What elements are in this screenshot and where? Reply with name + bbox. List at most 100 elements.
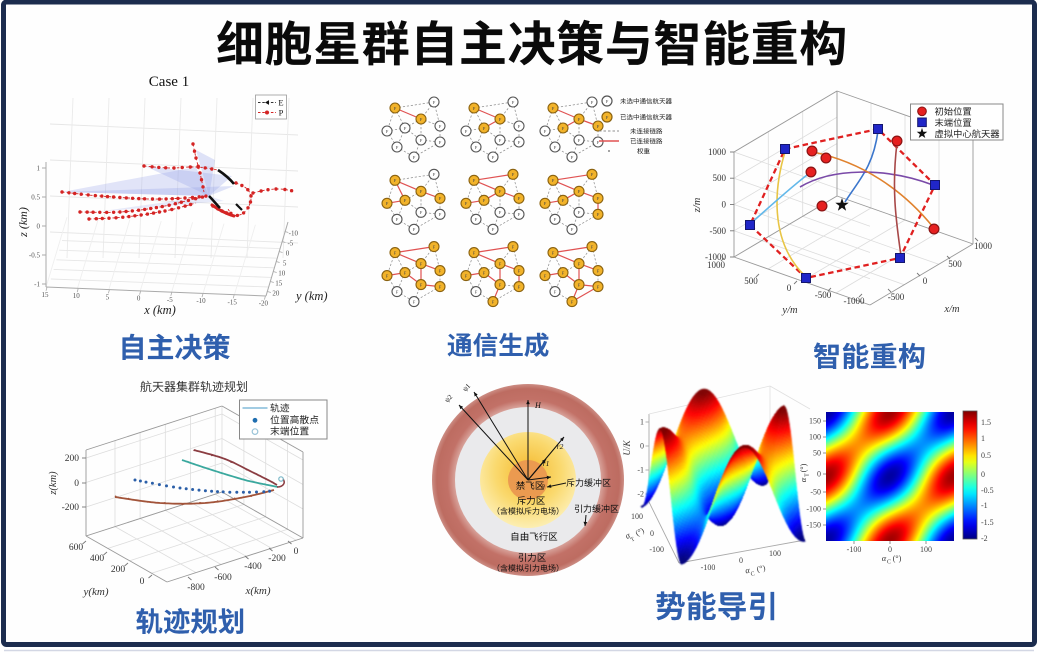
svg-text:-1.5: -1.5 [981, 518, 994, 527]
svg-text:F: F [597, 212, 600, 217]
svg-text:1000: 1000 [707, 260, 726, 270]
svg-text:F: F [499, 189, 502, 194]
svg-text:α: α [623, 530, 632, 541]
svg-text:y (km): y (km) [294, 289, 328, 303]
svg-text:x (km): x (km) [143, 303, 176, 317]
svg-text:z/m: z/m [692, 197, 703, 213]
svg-text:F: F [465, 201, 468, 206]
svg-text:F: F [433, 244, 436, 249]
svg-text:0.5: 0.5 [981, 451, 991, 460]
svg-text:x(km): x(km) [244, 585, 270, 597]
svg-text:1.5: 1.5 [981, 418, 991, 427]
svg-text:F: F [420, 189, 423, 194]
svg-text:F: F [483, 270, 486, 275]
svg-text:F: F [554, 289, 557, 294]
svg-text:1: 1 [981, 434, 985, 443]
svg-text:F: F [578, 261, 581, 266]
svg-text:F: F [439, 284, 442, 289]
svg-text:F: F [578, 138, 581, 143]
svg-text:F: F [420, 138, 423, 143]
svg-text:F: F [413, 155, 416, 160]
svg-text:z(km): z(km) [48, 471, 59, 496]
svg-text:F: F [552, 178, 555, 183]
svg-text:F: F [439, 268, 442, 273]
svg-text:-200: -200 [62, 503, 80, 513]
svg-text:F: F [492, 227, 495, 232]
svg-text:F: F [439, 212, 442, 217]
svg-text:F: F [394, 178, 397, 183]
svg-text:0: 0 [286, 250, 290, 258]
svg-text:-0.5: -0.5 [981, 486, 994, 495]
svg-text:F: F [597, 124, 600, 129]
svg-text:500: 500 [744, 276, 758, 286]
svg-text:r1: r1 [543, 459, 550, 468]
svg-text:F: F [439, 140, 442, 145]
svg-text:x/m: x/m [943, 304, 960, 315]
svg-text:F: F [404, 126, 407, 131]
svg-text:F: F [512, 244, 515, 249]
svg-text:F: F [544, 129, 547, 134]
svg-text:F: F [606, 99, 609, 104]
svg-text:Case 1: Case 1 [149, 74, 189, 90]
svg-text:F: F [544, 201, 547, 206]
svg-text:0: 0 [923, 276, 928, 286]
svg-text:F: F [420, 117, 423, 122]
svg-text:-600: -600 [214, 573, 232, 583]
svg-text:α: α [882, 553, 887, 563]
svg-text:0: 0 [981, 470, 985, 479]
svg-text:0: 0 [294, 547, 299, 557]
svg-text:F: F [394, 250, 397, 255]
svg-text:-1: -1 [34, 281, 40, 289]
svg-text:1000: 1000 [708, 147, 727, 157]
svg-text:F: F [597, 268, 600, 273]
svg-text:F: F [578, 189, 581, 194]
svg-text:1: 1 [37, 165, 41, 173]
svg-text:100: 100 [920, 545, 932, 554]
svg-text:-5: -5 [287, 240, 293, 248]
svg-text:5: 5 [106, 293, 110, 301]
svg-text:F: F [518, 212, 521, 217]
svg-text:ψ2: ψ2 [443, 393, 455, 405]
svg-text:F: F [475, 289, 478, 294]
svg-text:ψ1: ψ1 [461, 382, 473, 394]
svg-text:F: F [578, 210, 581, 215]
svg-text:F: F [512, 100, 515, 105]
svg-text:F: F [413, 227, 416, 232]
svg-text:15: 15 [42, 291, 50, 299]
svg-text:F: F [386, 201, 389, 206]
svg-text:F: F [433, 172, 436, 177]
svg-text:F: F [518, 124, 521, 129]
svg-text:F: F [439, 124, 442, 129]
svg-text:F: F [420, 261, 423, 266]
svg-text:z (km): z (km) [16, 207, 30, 238]
svg-text:F: F [518, 268, 521, 273]
svg-text:F: F [499, 138, 502, 143]
svg-text:-15: -15 [228, 298, 238, 306]
svg-text:400: 400 [90, 554, 105, 564]
svg-text:F: F [465, 273, 468, 278]
svg-text:-500: -500 [815, 290, 832, 300]
svg-text:F: F [473, 106, 476, 111]
svg-text:0: 0 [722, 200, 727, 210]
svg-text:0: 0 [37, 223, 41, 231]
svg-text:F: F [562, 198, 565, 203]
svg-text:C: C [887, 560, 891, 566]
svg-text:(°): (°) [893, 554, 902, 563]
svg-text:F: F [386, 273, 389, 278]
svg-text:-20: -20 [259, 300, 269, 308]
svg-text:r2: r2 [557, 442, 564, 451]
svg-text:F: F [578, 117, 581, 122]
svg-text:-200: -200 [268, 554, 286, 564]
svg-text:F: F [483, 198, 486, 203]
svg-text:-800: -800 [187, 583, 205, 593]
svg-text:600: 600 [69, 543, 84, 553]
svg-text:-500: -500 [710, 226, 727, 236]
svg-text:F: F [499, 282, 502, 287]
svg-text:F: F [420, 210, 423, 215]
svg-text:F: F [554, 145, 557, 150]
svg-text:1000: 1000 [974, 241, 993, 251]
svg-text:-100: -100 [847, 545, 862, 554]
svg-text:U/K: U/K [622, 440, 632, 456]
svg-text:-10: -10 [289, 230, 299, 238]
svg-text:y/m: y/m [781, 305, 798, 316]
